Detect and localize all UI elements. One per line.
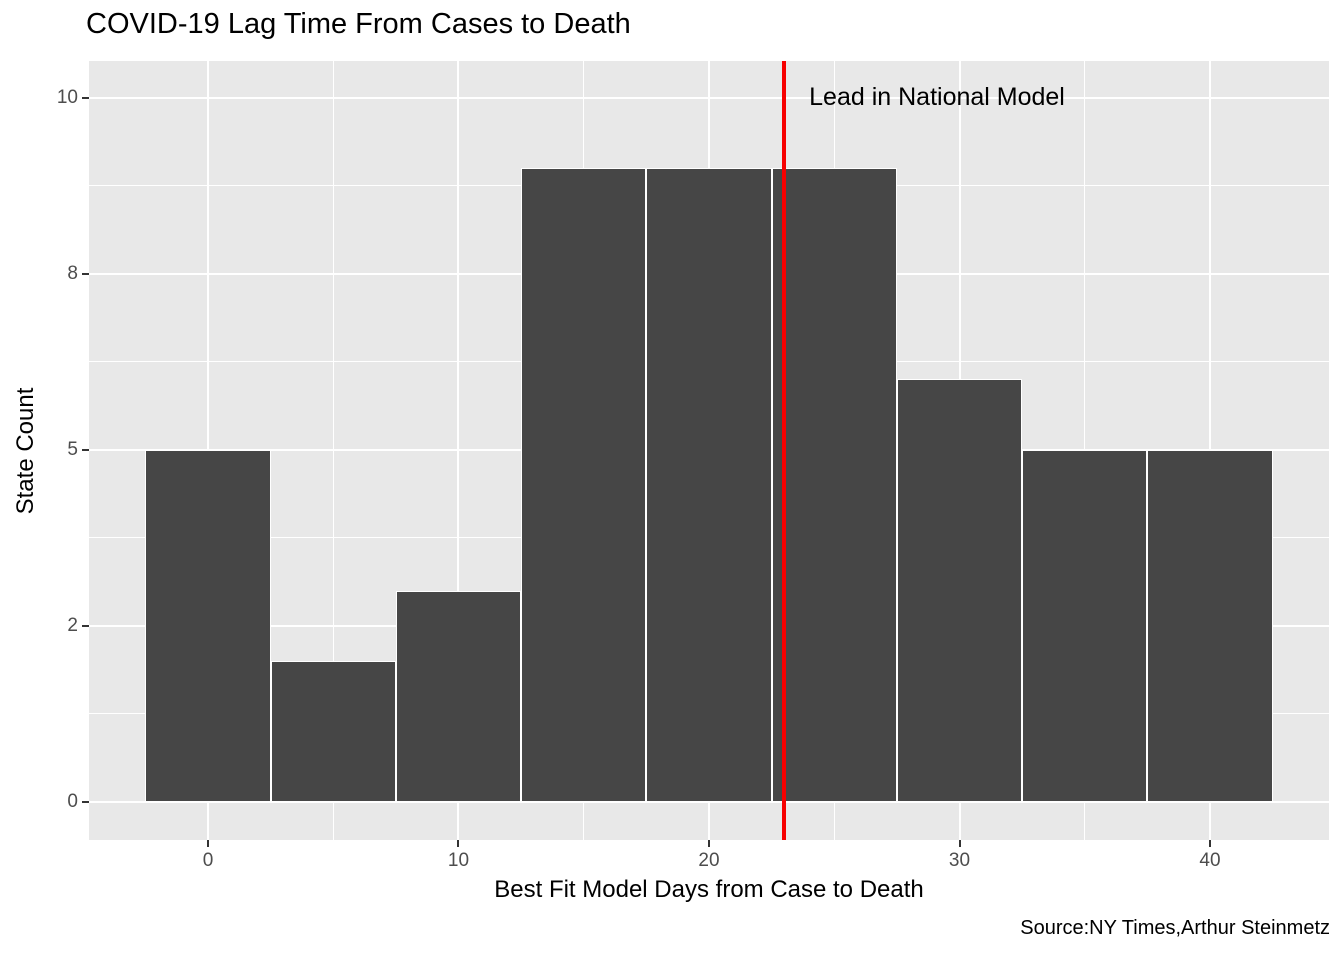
y-axis-tick xyxy=(82,624,89,627)
y-axis-title: State Count xyxy=(12,387,39,515)
histogram-bar xyxy=(145,449,271,802)
x-tick-label: 0 xyxy=(202,850,214,871)
histogram-bar xyxy=(395,590,522,802)
x-axis-title: Best Fit Model Days from Case to Death xyxy=(494,876,924,903)
histogram-bar xyxy=(646,168,772,802)
histogram-bar xyxy=(270,661,396,802)
x-axis-tick xyxy=(958,840,961,847)
national-model-vline xyxy=(782,61,787,840)
y-tick-label: 0 xyxy=(67,790,78,812)
vline-annotation-label: Lead in National Model xyxy=(809,82,1065,111)
histogram-bar xyxy=(896,379,1023,802)
x-tick-label: 40 xyxy=(1199,850,1221,871)
x-axis-tick xyxy=(708,840,710,847)
y-axis-tick xyxy=(82,800,89,803)
y-tick-label: 10 xyxy=(56,86,78,108)
source-caption: Source:NY Times,Arthur Steinmetz xyxy=(1020,917,1330,939)
y-axis-tick xyxy=(82,96,89,99)
x-axis-tick xyxy=(206,840,209,847)
y-tick-label: 5 xyxy=(67,438,78,460)
x-tick-label: 20 xyxy=(698,850,720,871)
y-axis-tick xyxy=(82,448,89,451)
y-tick-label: 2 xyxy=(67,614,78,636)
x-tick-label: 30 xyxy=(948,850,971,871)
histogram-bar xyxy=(1147,449,1273,802)
x-tick-label: 10 xyxy=(447,850,470,871)
y-axis-tick xyxy=(82,272,89,275)
histogram-bar xyxy=(521,168,647,802)
y-tick-label: 8 xyxy=(67,262,78,284)
chart-title: COVID-19 Lag Time From Cases to Death xyxy=(86,8,631,40)
plot-panel: Lead in National Model xyxy=(89,61,1329,840)
x-axis-tick xyxy=(457,840,460,847)
histogram-bar xyxy=(1022,449,1148,802)
histogram-bar xyxy=(771,168,897,802)
x-axis-tick xyxy=(1209,840,1211,847)
gridline-x-major xyxy=(457,61,460,840)
